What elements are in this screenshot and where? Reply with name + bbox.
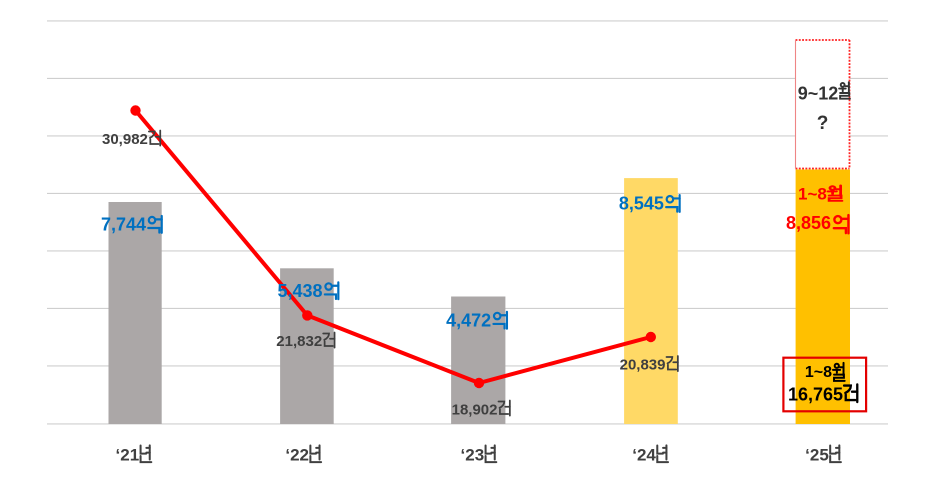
svg-text:1~8: 1~8 (805, 364, 832, 381)
svg-text:‘21: ‘21 (116, 446, 140, 465)
svg-text:30,982: 30,982 (102, 131, 148, 148)
svg-text:8,856: 8,856 (786, 213, 831, 233)
svg-text:20,839: 20,839 (620, 357, 666, 374)
svg-text:1~8: 1~8 (798, 185, 827, 204)
svg-text:‘24: ‘24 (632, 446, 656, 465)
svg-text:18,902: 18,902 (452, 402, 498, 419)
svg-text:‘25: ‘25 (805, 446, 829, 465)
svg-text:21,832: 21,832 (276, 333, 322, 350)
svg-text:?: ? (817, 113, 829, 134)
svg-text:4,472: 4,472 (446, 311, 491, 331)
svg-text:‘23: ‘23 (461, 446, 485, 465)
svg-text:8,545: 8,545 (619, 194, 664, 214)
svg-text:16,765: 16,765 (788, 385, 843, 405)
svg-text:5,438: 5,438 (277, 281, 322, 301)
svg-text:7,744: 7,744 (101, 215, 146, 235)
svg-text:9~12: 9~12 (798, 83, 839, 103)
svg-text:‘22: ‘22 (285, 446, 309, 465)
